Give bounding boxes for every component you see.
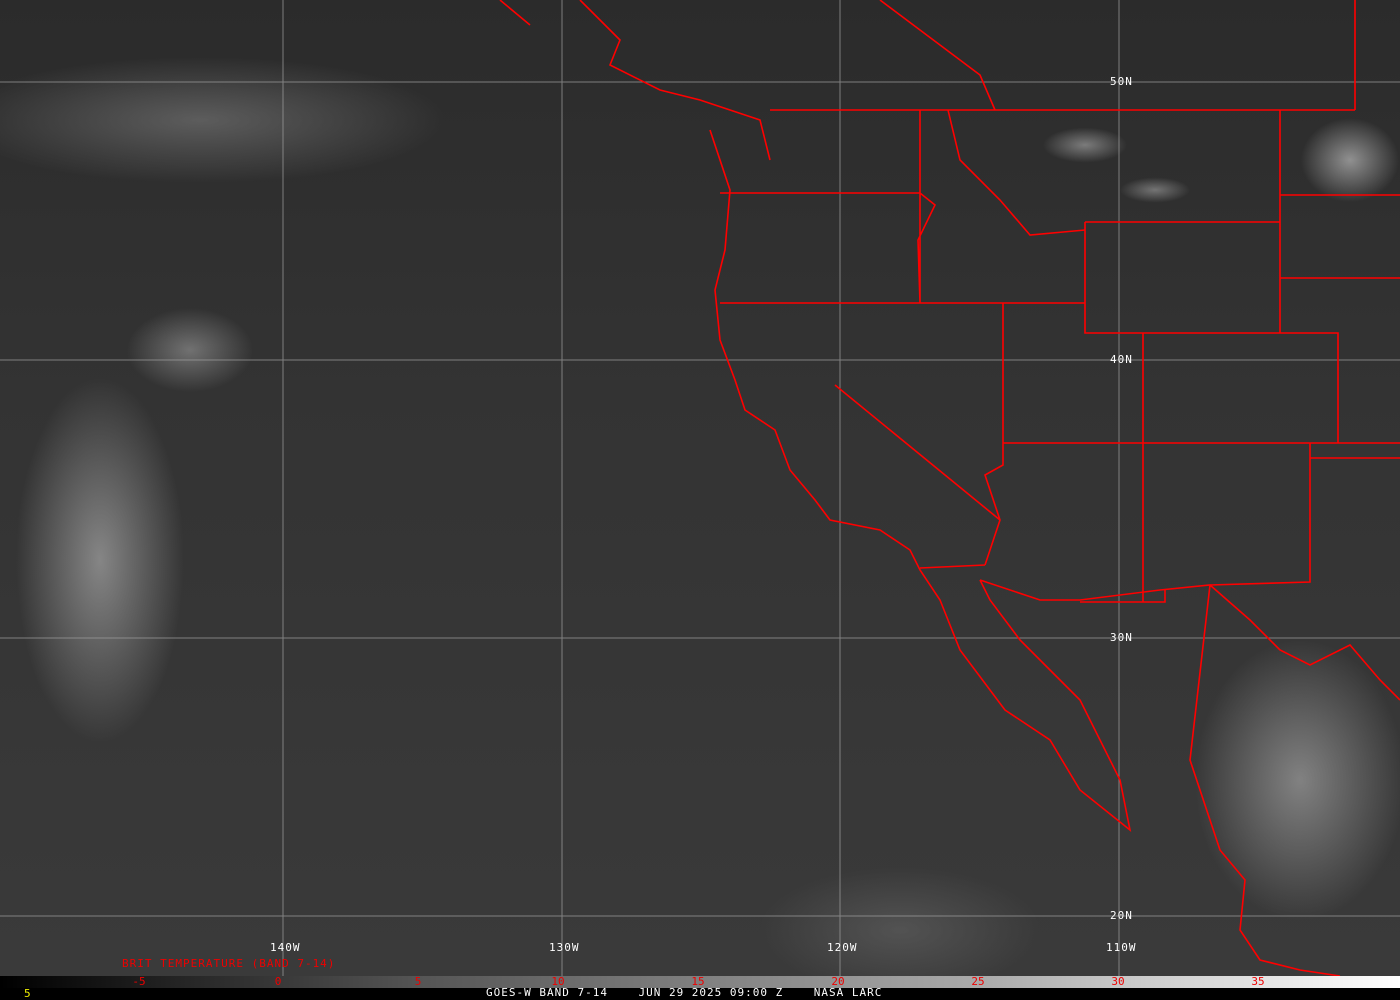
lon-label-110w: 110W (1106, 941, 1137, 954)
colorbar (0, 976, 1400, 988)
colorbar-tick: 5 (414, 975, 422, 988)
lat-label-50n: 50N (1110, 75, 1133, 88)
colorbar-tick: 20 (831, 975, 845, 988)
colorbar-tick: 25 (971, 975, 985, 988)
footer-caption: GOES-W BAND 7-14 JUN 29 2025 09:00 Z NAS… (486, 986, 883, 999)
colorbar-tick: 15 (691, 975, 705, 988)
lat-label-20n: 20N (1110, 909, 1133, 922)
graticule (0, 0, 1400, 976)
state-borders (720, 0, 1400, 603)
lat-label-40n: 40N (1110, 353, 1133, 366)
lon-label-140w: 140W (270, 941, 301, 954)
satellite-image (0, 0, 1400, 976)
colorbar-tick: -5 (132, 975, 146, 988)
corner-value: 5 (24, 987, 31, 1000)
colorbar-tick: 35 (1251, 975, 1265, 988)
colorbar-tick: 0 (274, 975, 282, 988)
map-overlay (0, 0, 1400, 976)
lon-label-120w: 120W (827, 941, 858, 954)
colorbar-tick: 30 (1111, 975, 1125, 988)
lon-label-130w: 130W (549, 941, 580, 954)
footer-bar (0, 988, 1400, 1000)
lat-label-30n: 30N (1110, 631, 1133, 644)
borders (499, 0, 1400, 976)
coastline-west (499, 0, 1400, 976)
colorbar-title: BRIT TEMPERATURE (BAND 7-14) (122, 957, 336, 970)
colorbar-tick: 10 (551, 975, 565, 988)
